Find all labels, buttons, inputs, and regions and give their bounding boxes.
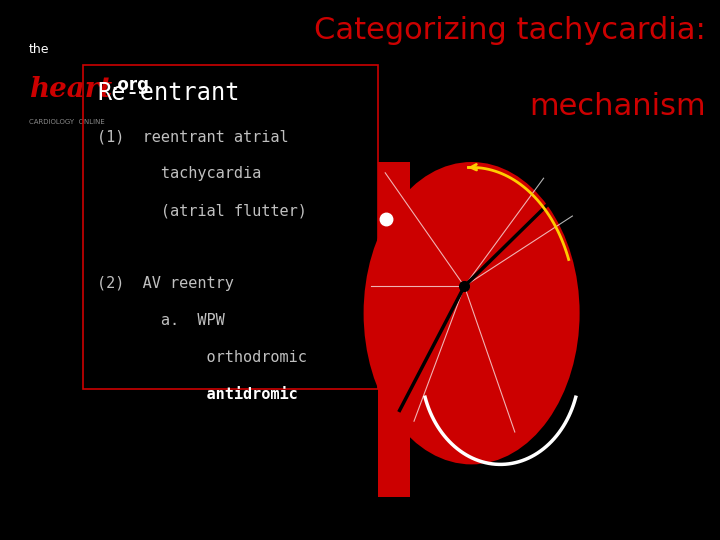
Text: mechanism: mechanism bbox=[529, 92, 706, 121]
Text: CARDIOLOGY  ONLINE: CARDIOLOGY ONLINE bbox=[29, 119, 104, 125]
Text: Re-entrant: Re-entrant bbox=[97, 81, 240, 105]
Text: the: the bbox=[29, 43, 49, 56]
Text: heart: heart bbox=[29, 76, 112, 103]
Ellipse shape bbox=[364, 162, 580, 464]
Text: tachycardia: tachycardia bbox=[97, 166, 261, 181]
Text: .org: .org bbox=[112, 76, 150, 93]
Text: a.  WPW: a. WPW bbox=[97, 313, 225, 328]
Text: antidromic: antidromic bbox=[97, 387, 298, 402]
Text: orthodromic: orthodromic bbox=[97, 350, 307, 365]
Text: Categorizing tachycardia:: Categorizing tachycardia: bbox=[314, 16, 706, 45]
Text: (1)  reentrant atrial: (1) reentrant atrial bbox=[97, 130, 289, 145]
Bar bbox=[378, 162, 410, 497]
Text: (2)  AV reentry: (2) AV reentry bbox=[97, 276, 234, 292]
Text: (atrial flutter): (atrial flutter) bbox=[97, 203, 307, 218]
